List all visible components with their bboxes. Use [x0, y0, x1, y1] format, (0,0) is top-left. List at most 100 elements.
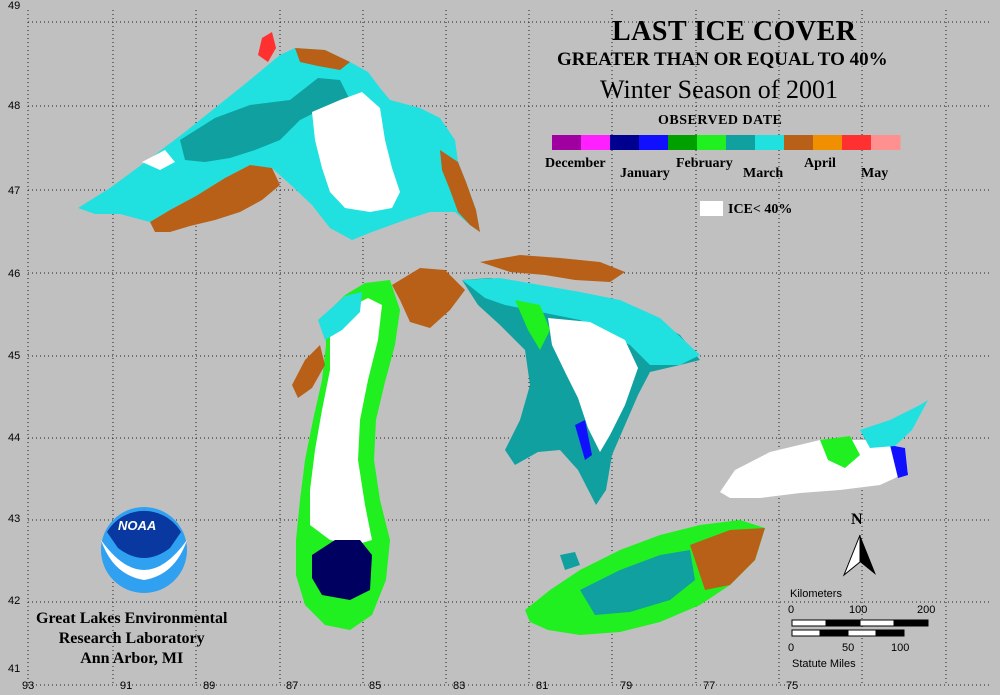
longitude-label: 89	[203, 680, 216, 692]
scale-km-tick: 0	[788, 604, 795, 616]
scale-mi-tick: 0	[788, 642, 795, 654]
lake-michigan	[292, 280, 400, 630]
longitude-label: 85	[369, 680, 382, 692]
latitude-label: 45	[8, 350, 21, 362]
latitude-label: 41	[8, 663, 21, 675]
lake-huron-ice-cyan	[462, 278, 700, 365]
legend-heading: OBSERVED DATE	[658, 113, 783, 128]
north-arrow	[842, 534, 876, 577]
longitude-label: 93	[22, 680, 35, 692]
legend-color-swatch	[726, 135, 756, 150]
longitude-label: 81	[536, 680, 549, 692]
legend-color-swatch	[755, 135, 785, 150]
latitude-label: 48	[8, 100, 21, 112]
lake-erie-ice-teal	[580, 550, 695, 615]
latitude-label: 49	[8, 0, 21, 12]
lake-superior	[78, 32, 480, 240]
scale-km-seg	[791, 619, 827, 627]
lake-st-clair	[560, 552, 580, 570]
scale-mi-tick: 100	[891, 642, 910, 654]
lake-huron-ice-brown-nw	[392, 268, 465, 328]
scale-mi-title: Statute Miles	[792, 658, 856, 670]
noaa-logo-text: NOAA	[118, 518, 157, 533]
organization-line: Great Lakes Environmental	[36, 610, 228, 627]
legend-month-may: May	[861, 166, 889, 181]
organization-block: Great Lakes Environmental Research Labor…	[36, 609, 227, 669]
map-title: LAST ICE COVER	[612, 16, 857, 47]
lake-michigan-ice-cyan-n	[318, 292, 362, 340]
scale-mi-seg	[847, 629, 877, 637]
legend-color-swatch	[784, 135, 814, 150]
lake-michigan-ice-brown	[292, 345, 325, 398]
legend-color-swatch	[813, 135, 843, 150]
latitude-label: 46	[8, 268, 21, 280]
lake-ontario	[720, 400, 928, 498]
lake-superior-ice-white	[312, 92, 400, 212]
longitude-label: 79	[620, 680, 633, 692]
legend-month-january: January	[620, 166, 670, 181]
north-arrow-right	[860, 535, 876, 575]
lake-superior-ice-red	[258, 32, 276, 62]
scale-mi-seg	[875, 629, 905, 637]
legend-month-december: December	[545, 156, 606, 171]
scale-mi-seg	[819, 629, 849, 637]
legend-month-march: March	[743, 166, 784, 181]
ice-below-threshold-swatch	[700, 201, 723, 216]
lake-ontario-ice-white	[720, 440, 908, 498]
scale-mi-tick: 50	[842, 642, 855, 654]
lake-superior-ice-teal	[180, 78, 350, 162]
lake-erie	[525, 520, 765, 635]
organization-line: Ann Arbor, MI	[80, 650, 184, 667]
lake-michigan-ice-navy	[312, 540, 372, 600]
legend-color-swatch	[697, 135, 727, 150]
latitude-label: 42	[8, 595, 21, 607]
lake-superior-ice-white-w	[142, 150, 175, 170]
legend-color-swatch	[610, 135, 640, 150]
lat-lon-grid	[27, 10, 990, 686]
longitude-label: 83	[453, 680, 466, 692]
scale-km-seg	[825, 619, 861, 627]
lake-michigan-ice-white	[310, 298, 382, 545]
lake-superior-ice-brown-n	[295, 48, 350, 70]
noaa-logo-gull	[101, 540, 187, 580]
scale-km-seg	[893, 619, 929, 627]
longitude-label: 91	[120, 680, 133, 692]
north-label: N	[851, 511, 863, 528]
scale-mi-seg	[791, 629, 821, 637]
lake-erie-ice-brown	[690, 528, 765, 590]
lake-huron-ice-white	[548, 318, 638, 452]
legend-color-swatch	[581, 135, 611, 150]
lake-superior-ice-brown-ne	[440, 150, 480, 232]
longitude-label: 87	[286, 680, 299, 692]
legend-color-swatch	[842, 135, 872, 150]
longitude-label: 77	[703, 680, 716, 692]
season-label: Winter Season of 2001	[600, 75, 838, 104]
organization-line: Research Laboratory	[58, 630, 205, 647]
legend-month-april: April	[804, 156, 836, 171]
lake-superior-ice-brown-w	[150, 165, 280, 232]
legend-color-swatch	[871, 135, 901, 150]
lake-huron-ice-brown-n	[480, 255, 625, 282]
lake-huron	[392, 255, 700, 505]
lake-ontario-ice-cyan	[860, 400, 928, 448]
legend-month-february: February	[676, 156, 733, 171]
latitude-label: 47	[8, 185, 21, 197]
lake-ontario-ice-blue	[890, 445, 908, 478]
lake-superior-ice-cyan	[78, 48, 480, 240]
scale-km-title: Kilometers	[790, 588, 842, 600]
lake-huron-ice-navy	[575, 420, 592, 460]
legend-color-swatch	[552, 135, 582, 150]
scale-km-seg	[859, 619, 895, 627]
noaa-logo-upper	[107, 510, 181, 558]
north-arrow-left	[842, 534, 861, 577]
map-subtitle: GREATER THAN OR EQUAL TO 40%	[557, 49, 888, 70]
lake-ontario-ice-green	[820, 436, 860, 468]
latitude-label: 44	[8, 432, 21, 444]
scale-bar	[791, 619, 929, 637]
legend-color-bar	[552, 135, 901, 150]
longitude-label: 75	[786, 680, 799, 692]
ice-below-threshold-label: ICE< 40%	[728, 202, 793, 217]
lake-huron-ice-green-w	[515, 300, 550, 350]
scale-km-tick: 200	[917, 604, 936, 616]
